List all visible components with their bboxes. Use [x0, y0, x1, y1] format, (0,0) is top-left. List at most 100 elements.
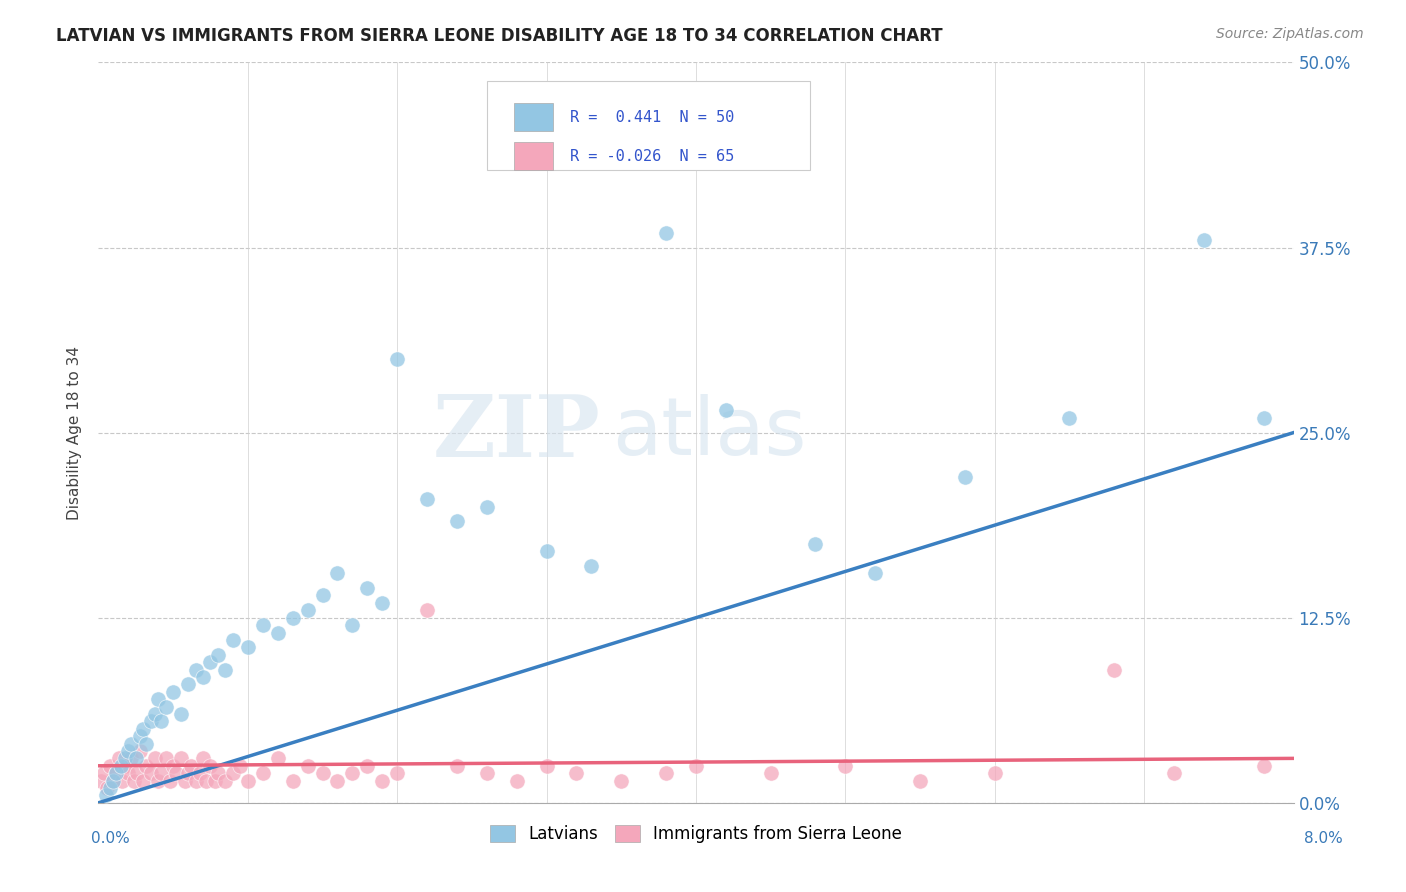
Point	[124, 773, 146, 788]
Point	[229, 758, 252, 772]
Point	[371, 596, 394, 610]
Point	[143, 706, 166, 721]
Point	[326, 773, 349, 788]
Point	[94, 789, 117, 803]
Point	[150, 714, 173, 729]
Point	[117, 766, 139, 780]
Point	[207, 648, 229, 662]
Point	[127, 766, 149, 780]
Point	[297, 603, 319, 617]
Point	[297, 758, 319, 772]
Point	[177, 677, 200, 691]
Point	[159, 773, 181, 788]
Point	[214, 663, 236, 677]
Point	[759, 766, 782, 780]
Point	[155, 699, 177, 714]
FancyBboxPatch shape	[515, 103, 553, 131]
Point	[804, 536, 827, 550]
Point	[150, 766, 173, 780]
Text: LATVIAN VS IMMIGRANTS FROM SIERRA LEONE DISABILITY AGE 18 TO 34 CORRELATION CHAR: LATVIAN VS IMMIGRANTS FROM SIERRA LEONE …	[56, 27, 943, 45]
Point	[188, 766, 211, 780]
Point	[267, 751, 290, 765]
Point	[342, 618, 364, 632]
Point	[356, 758, 378, 772]
Point	[252, 618, 274, 632]
Point	[475, 766, 498, 780]
Point	[281, 773, 304, 788]
Point	[125, 751, 148, 765]
Point	[236, 773, 259, 788]
Point	[655, 226, 678, 240]
Point	[148, 773, 170, 788]
Point	[148, 692, 170, 706]
FancyBboxPatch shape	[515, 142, 553, 170]
FancyBboxPatch shape	[486, 81, 810, 169]
Text: 0.0%: 0.0%	[91, 831, 131, 846]
Point	[581, 558, 603, 573]
Point	[1163, 766, 1185, 780]
Point	[120, 737, 142, 751]
Legend: Latvians, Immigrants from Sierra Leone: Latvians, Immigrants from Sierra Leone	[484, 819, 908, 850]
Point	[222, 766, 245, 780]
Point	[865, 566, 887, 581]
Point	[98, 780, 122, 795]
Point	[1253, 410, 1275, 425]
Point	[446, 758, 468, 772]
Point	[214, 773, 236, 788]
Point	[446, 515, 468, 529]
Point	[565, 766, 588, 780]
Point	[311, 589, 333, 603]
Text: R =  0.441  N = 50: R = 0.441 N = 50	[571, 110, 735, 125]
Point	[342, 766, 364, 780]
Point	[655, 766, 678, 780]
Point	[98, 758, 122, 772]
Point	[139, 766, 162, 780]
Point	[155, 751, 177, 765]
Point	[385, 351, 409, 366]
Point	[114, 751, 136, 765]
Text: ZIP: ZIP	[433, 391, 600, 475]
Point	[207, 766, 229, 780]
Point	[129, 729, 152, 743]
Point	[90, 773, 112, 788]
Point	[416, 603, 439, 617]
Point	[165, 766, 187, 780]
Point	[252, 766, 274, 780]
Point	[135, 758, 157, 772]
Point	[908, 773, 931, 788]
Point	[200, 655, 222, 669]
Text: Source: ZipAtlas.com: Source: ZipAtlas.com	[1216, 27, 1364, 41]
Point	[356, 581, 378, 595]
Point	[105, 766, 128, 780]
Point	[536, 758, 558, 772]
Point	[135, 737, 157, 751]
Point	[475, 500, 498, 514]
Point	[326, 566, 349, 581]
Point	[222, 632, 245, 647]
Point	[1192, 233, 1215, 247]
Point	[834, 758, 856, 772]
Point	[714, 403, 737, 417]
Point	[184, 773, 207, 788]
Point	[610, 773, 633, 788]
Point	[236, 640, 259, 655]
Point	[191, 670, 214, 684]
Point	[1253, 758, 1275, 772]
Point	[110, 758, 132, 772]
Point	[416, 492, 439, 507]
Point	[195, 773, 218, 788]
Point	[204, 773, 226, 788]
Text: atlas: atlas	[613, 393, 807, 472]
Point	[191, 751, 214, 765]
Point	[93, 766, 115, 780]
Point	[129, 744, 152, 758]
Point	[169, 751, 191, 765]
Point	[180, 758, 202, 772]
Point	[174, 773, 197, 788]
Point	[96, 780, 118, 795]
Point	[132, 773, 155, 788]
Point	[1104, 663, 1126, 677]
Point	[385, 766, 409, 780]
Point	[111, 773, 134, 788]
Point	[114, 758, 136, 772]
